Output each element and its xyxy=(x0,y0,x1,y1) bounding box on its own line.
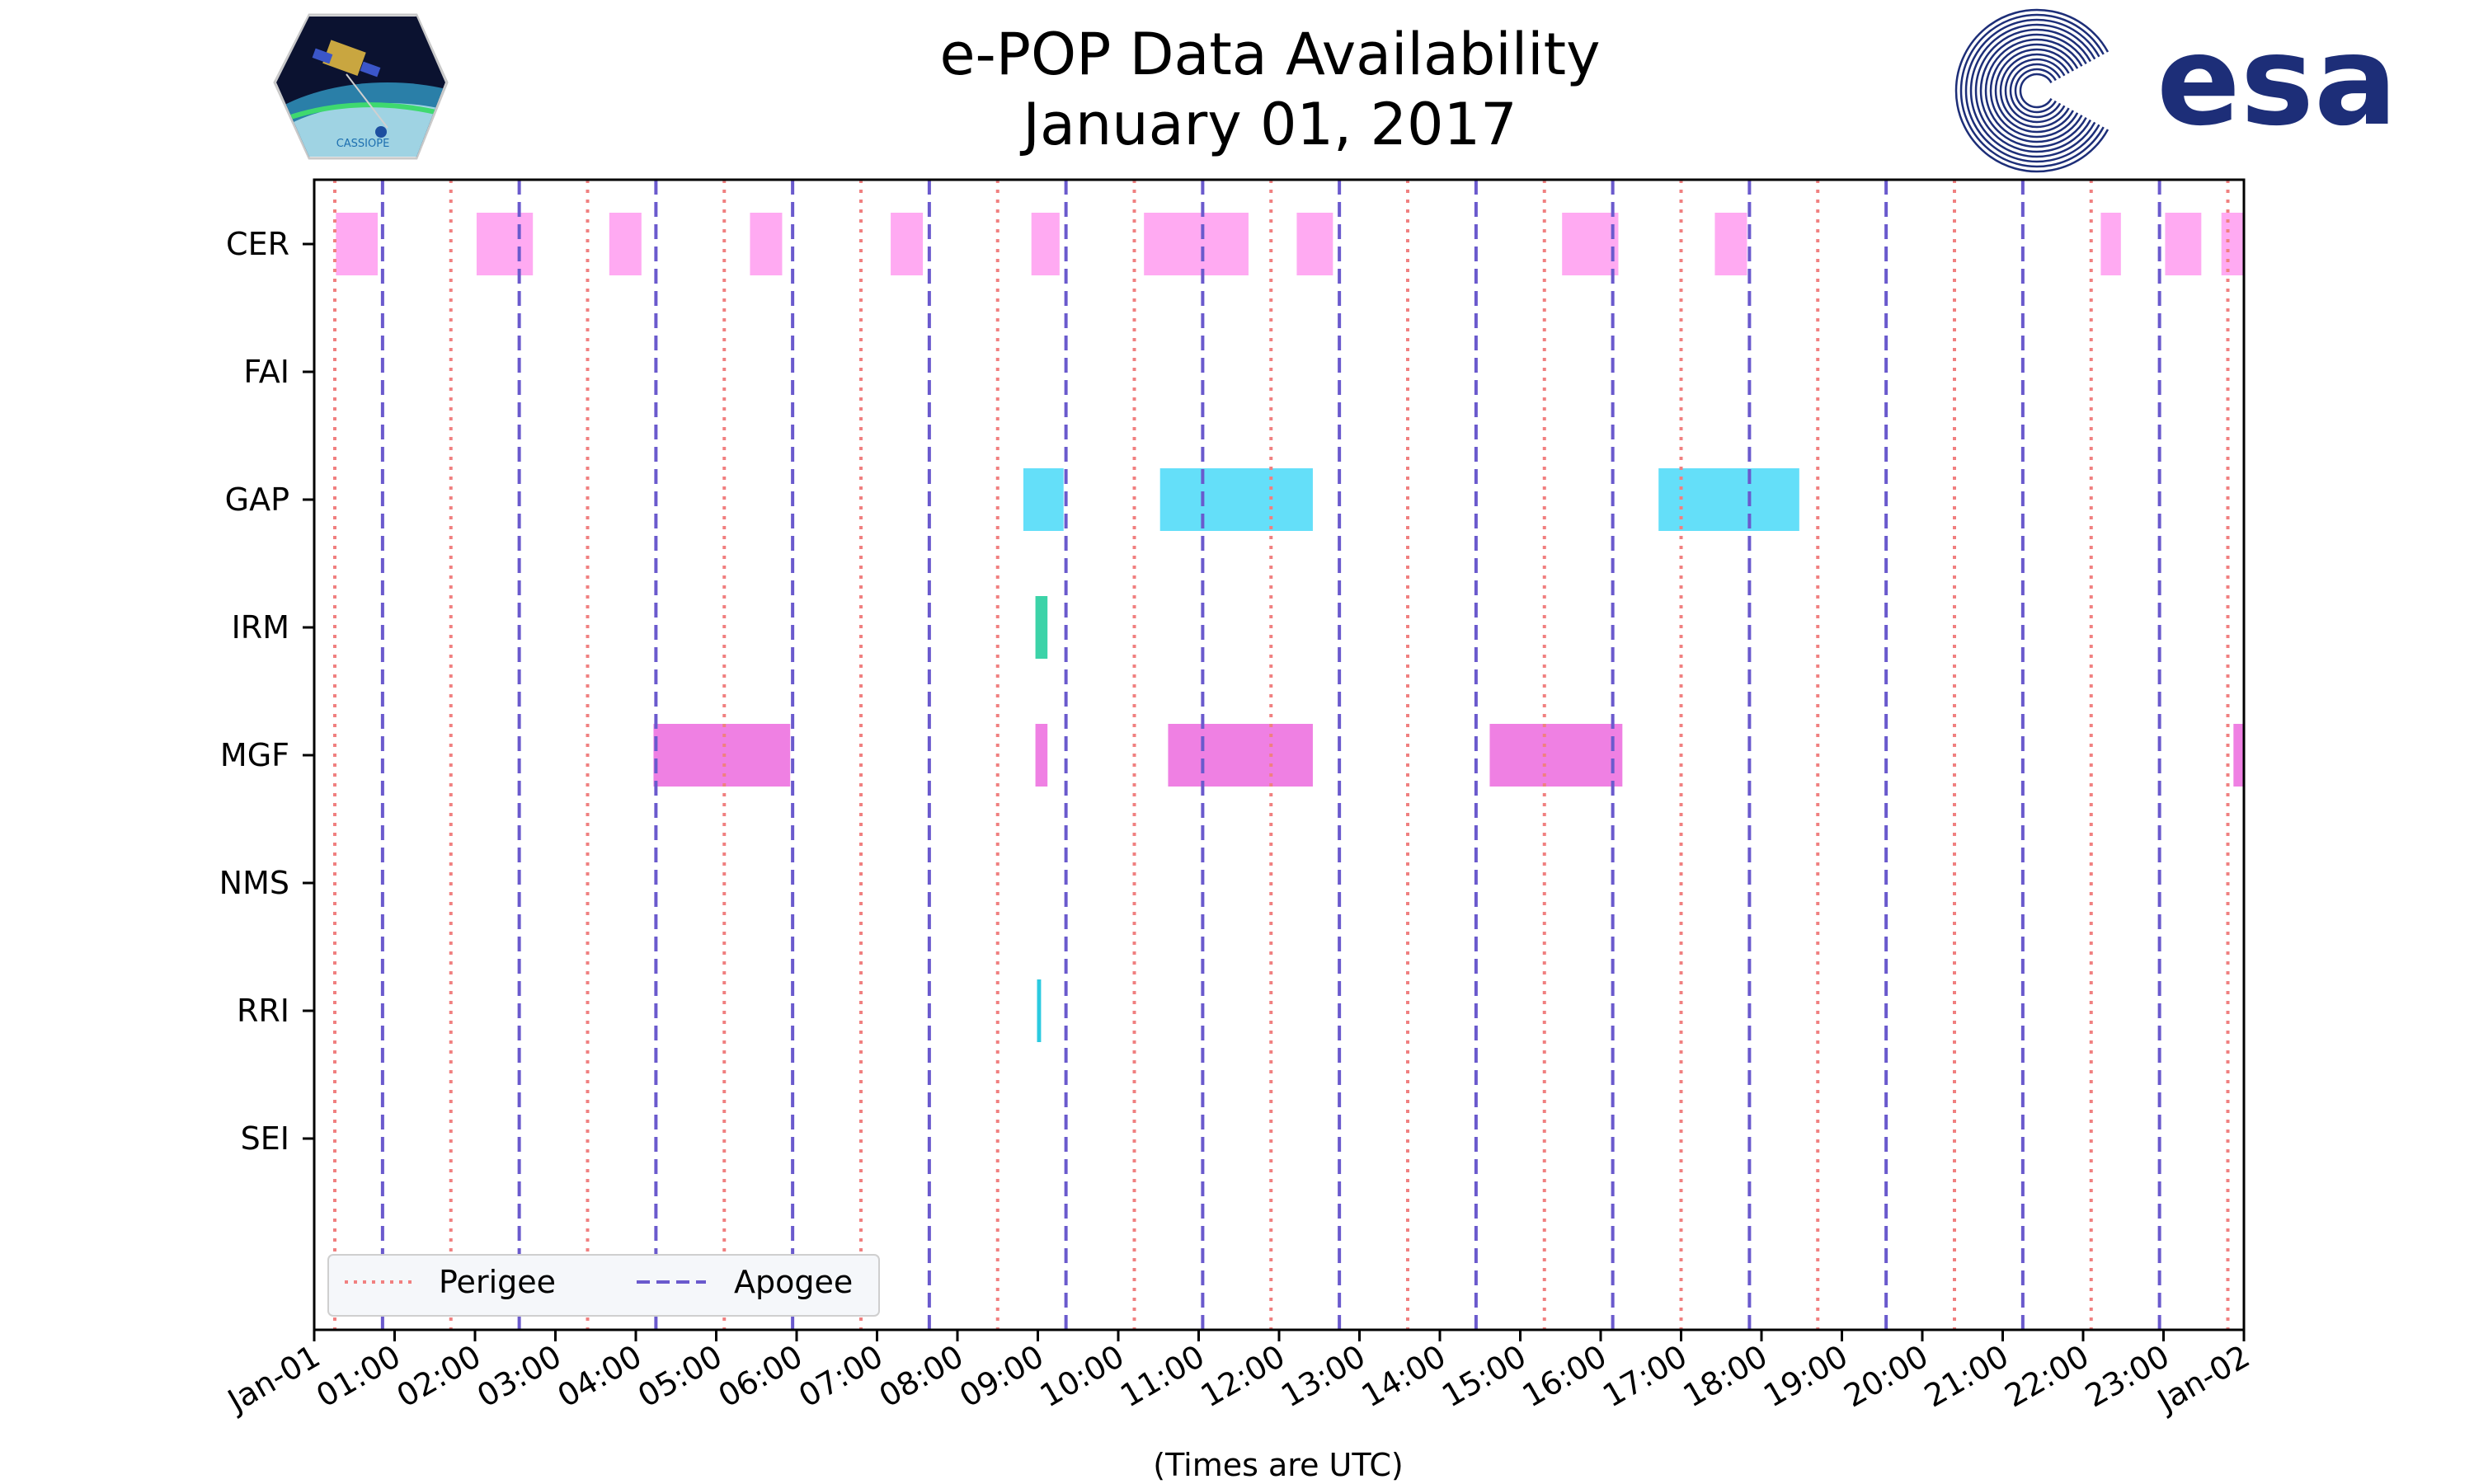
legend: Perigee Apogee xyxy=(327,1254,880,1317)
x-tick-label-4: 04:00 xyxy=(552,1338,648,1415)
x-tick-label-5: 05:00 xyxy=(632,1338,728,1415)
x-tick-label-2: 02:00 xyxy=(391,1338,487,1415)
x-tick-label-3: 03:00 xyxy=(471,1338,567,1415)
y-tick-label-nms: NMS xyxy=(219,865,289,901)
chart-title: e-POP Data Availability xyxy=(939,21,1600,88)
bar-rri-0 xyxy=(1037,979,1042,1042)
bar-cer-8 xyxy=(1562,213,1619,275)
cassiope-logo-caption: CASSIOPE xyxy=(336,138,390,150)
bar-mgf-3 xyxy=(1489,724,1623,787)
y-tick-label-mgf: MGF xyxy=(220,737,289,773)
x-tick-label-9: 09:00 xyxy=(953,1338,1050,1415)
x-tick-label-16: 16:00 xyxy=(1517,1338,1613,1415)
bar-cer-0 xyxy=(336,213,379,275)
esa-swirl-arc-5 xyxy=(1994,48,2074,134)
x-tick-label-10: 10:00 xyxy=(1034,1338,1131,1415)
y-tick-label-irm: IRM xyxy=(232,609,289,646)
bar-mgf-2 xyxy=(1168,724,1313,787)
esa-swirl-arc-4 xyxy=(1999,53,2070,129)
x-tick-label-24: Jan-02 xyxy=(2150,1338,2255,1420)
esa-swirl-arc-7 xyxy=(1984,38,2083,143)
x-tick-label-0: Jan-01 xyxy=(220,1338,326,1420)
esa-swirl-arc-2 xyxy=(2009,63,2062,119)
x-tick-label-7: 07:00 xyxy=(793,1338,889,1415)
bar-cer-7 xyxy=(1296,213,1333,275)
esa-swirl-arc-0 xyxy=(2019,73,2053,109)
bar-cer-10 xyxy=(2100,213,2121,275)
esa-swirl-arc-1 xyxy=(2014,68,2057,114)
legend-perigee-label: Perigee xyxy=(439,1264,556,1300)
x-tick-label-14: 14:00 xyxy=(1356,1338,1452,1415)
x-tick-label-1: 01:00 xyxy=(310,1338,407,1415)
bar-gap-1 xyxy=(1159,468,1313,531)
esa-swirl-arc-8 xyxy=(1979,33,2087,148)
x-tick-label-17: 17:00 xyxy=(1597,1338,1693,1415)
chart-subtitle: January 01, 2017 xyxy=(1019,91,1517,158)
bar-cer-5 xyxy=(1031,213,1060,275)
esa-swirl-arc-12 xyxy=(1959,13,2105,168)
cassiope-logo: CASSIOPE xyxy=(273,13,449,160)
y-tick-label-fai: FAI xyxy=(243,354,289,390)
y-tick-label-gap: GAP xyxy=(225,481,289,518)
bar-cer-11 xyxy=(2165,213,2202,275)
bar-cer-4 xyxy=(891,213,924,275)
plot-frame xyxy=(313,178,2246,1331)
esa-swirl-arc-11 xyxy=(1964,18,2100,163)
y-tick-label-sei: SEI xyxy=(241,1120,289,1157)
bar-cer-3 xyxy=(750,213,783,275)
esa-swirl-arc-10 xyxy=(1969,23,2096,158)
x-axis-title: (Times are UTC) xyxy=(1153,1447,1403,1483)
x-tick-label-8: 08:00 xyxy=(873,1338,970,1415)
bar-cer-6 xyxy=(1144,213,1249,275)
bar-cer-1 xyxy=(476,213,534,275)
bar-cer-2 xyxy=(609,213,642,275)
esa-swirl-arc-3 xyxy=(2004,58,2066,124)
bar-cer-9 xyxy=(1714,213,1747,275)
bar-mgf-0 xyxy=(653,724,791,787)
x-tick-label-15: 15:00 xyxy=(1436,1338,1532,1415)
x-tick-label-13: 13:00 xyxy=(1275,1338,1371,1415)
legend-apogee-label: Apogee xyxy=(734,1264,853,1300)
esa-swirl-arc-13 xyxy=(1954,8,2109,173)
x-tick-label-22: 22:00 xyxy=(1999,1338,2095,1415)
x-tick-label-21: 21:00 xyxy=(1918,1338,2015,1415)
x-tick-label-20: 20:00 xyxy=(1838,1338,1935,1415)
esa-logo-text: esa xyxy=(2157,10,2397,153)
esa-swirl-arc-9 xyxy=(1974,28,2092,153)
bar-mgf-4 xyxy=(2233,724,2244,787)
y-tick-label-cer: CER xyxy=(226,226,289,262)
x-tick-label-11: 11:00 xyxy=(1114,1338,1211,1415)
y-tick-label-rri: RRI xyxy=(237,993,289,1029)
esa-swirl-arc-6 xyxy=(1989,43,2079,139)
x-tick-label-6: 06:00 xyxy=(713,1338,809,1415)
x-tick-label-18: 18:00 xyxy=(1677,1338,1774,1415)
esa-logo: esa xyxy=(1954,8,2397,173)
bar-cer-12 xyxy=(2221,213,2244,275)
bar-mgf-1 xyxy=(1035,724,1048,787)
x-tick-label-19: 19:00 xyxy=(1757,1338,1854,1415)
bar-irm-0 xyxy=(1035,596,1048,659)
legend-box xyxy=(327,1254,880,1317)
x-tick-label-12: 12:00 xyxy=(1195,1338,1291,1415)
bar-gap-0 xyxy=(1023,468,1064,531)
